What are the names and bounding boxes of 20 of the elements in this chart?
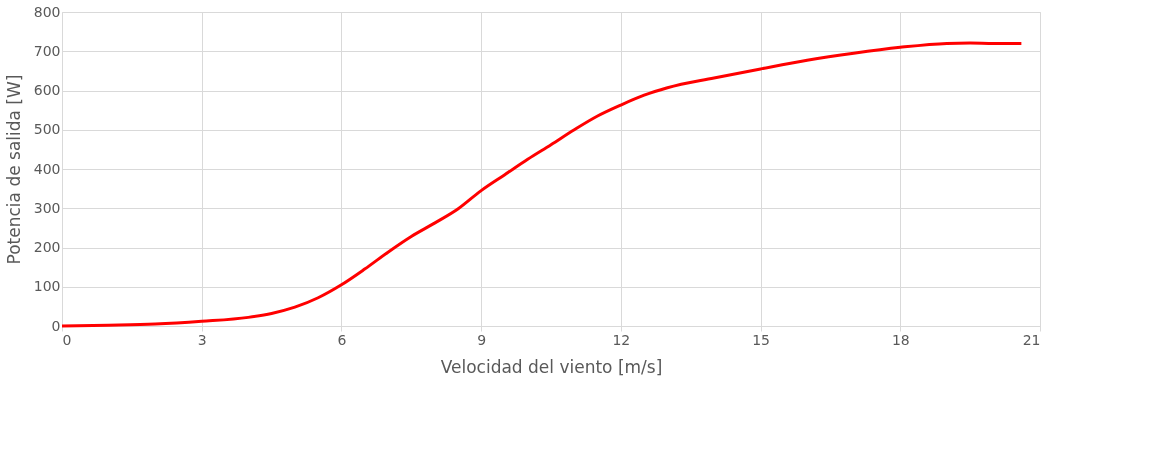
line-series [60, 41, 1023, 328]
x-tick-label: 15 [752, 331, 770, 348]
x-tick-label: 0 [62, 331, 72, 348]
y-tick-label: 300 [33, 199, 61, 216]
x-axis-title: Velocidad del viento [m/s] [440, 356, 663, 377]
y-tick-label: 700 [33, 42, 61, 59]
x-tick-label: 21 [1022, 331, 1041, 348]
y-tick-label: 100 [33, 278, 61, 295]
y-tick-label: 800 [33, 3, 61, 20]
y-tick-label: 400 [33, 160, 61, 177]
x-tick-label: 9 [477, 331, 487, 348]
y-tick-label: 200 [33, 239, 61, 255]
y-tick-label: 0 [51, 317, 61, 334]
x-tick-label: 18 [891, 331, 910, 348]
x-tick-label: 3 [197, 331, 207, 348]
x-tick-label: 6 [337, 331, 347, 348]
y-tick-label: 600 [33, 82, 61, 98]
y-tick-label: 500 [33, 121, 61, 138]
x-tick-label: 12 [612, 331, 631, 348]
y-axis-title: Potencia de salida [W] [3, 74, 24, 265]
